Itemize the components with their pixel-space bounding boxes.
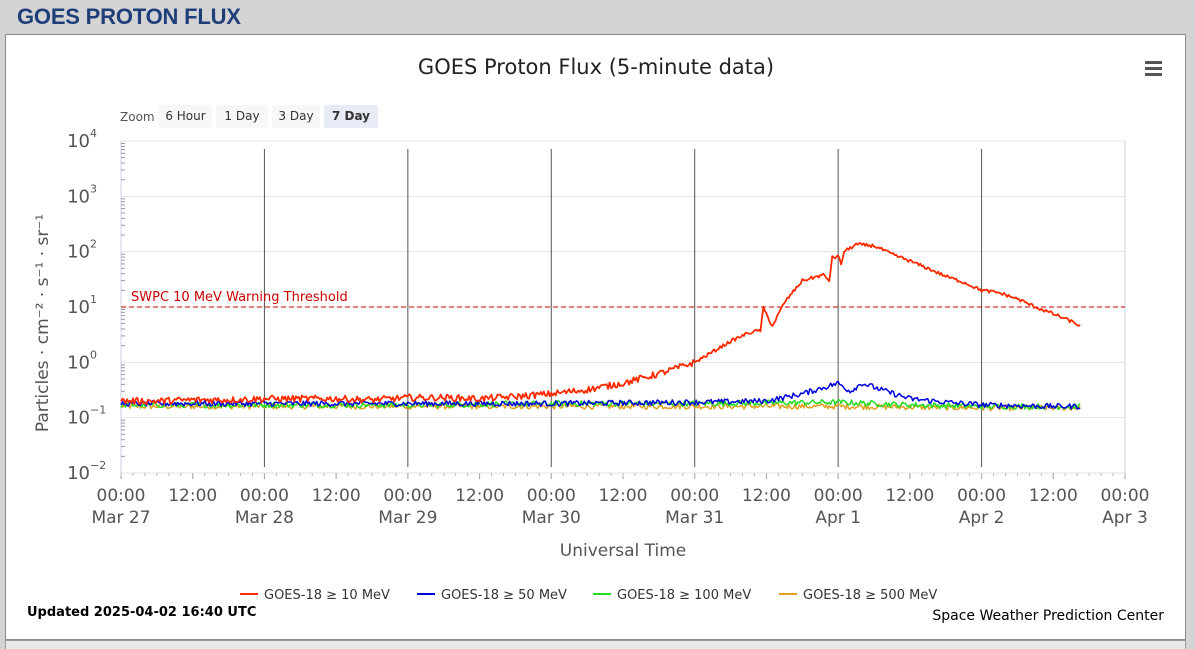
x-tick-time-label: 12:00 [455,486,504,506]
page-heading: GOES PROTON FLUX [17,4,241,29]
x-tick-time-label: 12:00 [742,486,791,506]
zoom-button-1-day[interactable]: 1 Day [216,105,268,128]
legend-item[interactable]: GOES-18 ≥ 500 MeV [779,588,937,603]
legend-label[interactable]: GOES-18 ≥ 500 MeV [803,588,937,603]
zoom-label: Zoom [120,110,155,124]
zoom-button-6-hour[interactable]: 6 Hour [159,105,212,128]
x-tick-time-label: 12:00 [599,486,648,506]
zoom-button-label[interactable]: 3 Day [278,109,313,123]
x-tick-date-label: Mar 31 [665,508,724,528]
hamburger-menu-icon[interactable] [1145,61,1162,76]
x-tick-date-label: Apr 1 [815,508,861,528]
y-tick-label: 10 [67,131,90,152]
y-tick-label: 10 [67,242,90,263]
x-axis-title: Universal Time [560,541,686,561]
x-tick-time-label: 00:00 [1101,486,1150,506]
x-tick-date-label: Mar 28 [235,508,294,528]
page-header: GOES PROTON FLUX [0,0,1195,34]
y-tick-exponent: 2 [90,238,97,251]
chart-panel: GOES Proton Flux (5-minute data) Zoom 6 … [5,34,1186,640]
x-tick-time-label: 00:00 [240,486,289,506]
series-line-18100-mev [120,399,1081,410]
y-tick-exponent: −1 [90,404,106,417]
x-tick-time-label: 12:00 [168,486,217,506]
warning-threshold-label: SWPC 10 MeV Warning Threshold [131,290,348,305]
y-tick-exponent: 3 [90,182,97,195]
y-tick-exponent: 1 [90,293,97,306]
updated-timestamp: Updated 2025-04-02 16:40 UTC [27,605,256,620]
zoom-button-bg[interactable] [159,105,212,128]
y-tick-label: 10 [67,297,90,318]
zoom-button-3-day[interactable]: 3 Day [272,105,320,128]
legend-item[interactable]: GOES-18 ≥ 10 MeV [240,588,390,603]
x-tick-time-label: 12:00 [312,486,361,506]
bottom-strip [5,640,1186,649]
series-line-1810-mev [120,242,1081,405]
zoom-button-7-day[interactable]: 7 Day [324,105,378,128]
y-tick-label: 10 [67,463,90,484]
y-axis-title: Particles · cm⁻² · s⁻¹ · sr⁻¹ [33,214,53,432]
x-tick-date-label: Apr 2 [959,508,1005,528]
x-tick-time-label: 00:00 [670,486,719,506]
legend-item[interactable]: GOES-18 ≥ 100 MeV [593,588,751,603]
legend-label[interactable]: GOES-18 ≥ 50 MeV [441,588,567,603]
y-tick-exponent: 4 [90,127,97,140]
x-tick-date-label: Mar 27 [91,508,150,528]
zoom-button-label[interactable]: 6 Hour [165,109,205,123]
series-line-1850-mev [120,380,1081,410]
x-tick-time-label: 12:00 [1029,486,1078,506]
x-tick-date-label: Apr 3 [1102,508,1148,528]
x-tick-date-label: Mar 30 [522,508,581,528]
x-tick-time-label: 12:00 [885,486,934,506]
proton-flux-chart: GOES Proton Flux (5-minute data) Zoom 6 … [27,55,1164,624]
y-tick-label: 10 [67,352,90,373]
x-tick-time-label: 00:00 [383,486,432,506]
y-tick-exponent: 0 [90,348,97,361]
zoom-button-bg[interactable] [272,105,320,128]
zoom-button-bg[interactable] [216,105,268,128]
zoom-button-label[interactable]: 1 Day [224,109,259,123]
x-tick-time-label: 00:00 [957,486,1006,506]
y-tick-label: 10 [67,186,90,207]
y-tick-exponent: −2 [90,459,106,472]
x-tick-time-label: 00:00 [97,486,146,506]
legend-label[interactable]: GOES-18 ≥ 100 MeV [617,588,751,603]
zoom-button-bg[interactable] [324,105,378,128]
x-tick-time-label: 00:00 [527,486,576,506]
y-tick-label: 10 [67,408,90,429]
zoom-button-label[interactable]: 7 Day [332,109,370,123]
credit-text: Space Weather Prediction Center [932,608,1164,624]
x-tick-time-label: 00:00 [814,486,863,506]
legend-label[interactable]: GOES-18 ≥ 10 MeV [264,588,390,603]
chart-title: GOES Proton Flux (5-minute data) [418,55,774,79]
legend-item[interactable]: GOES-18 ≥ 50 MeV [417,588,567,603]
x-tick-date-label: Mar 29 [378,508,437,528]
